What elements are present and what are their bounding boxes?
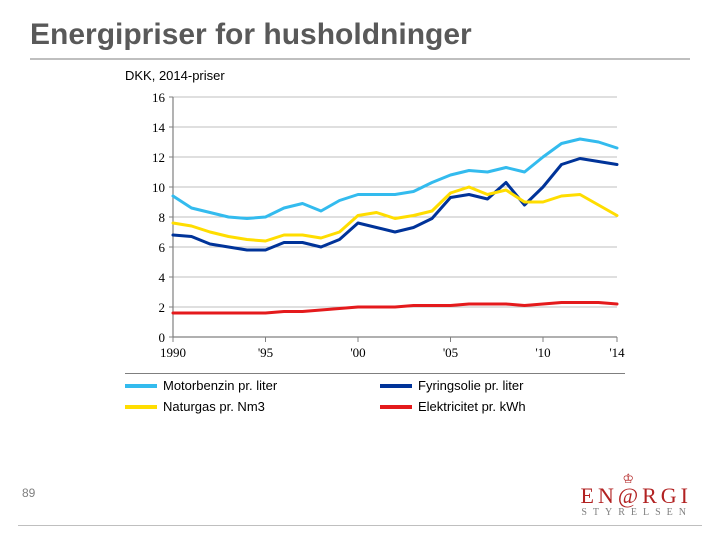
svg-text:6: 6 — [159, 240, 166, 255]
slide: Energipriser for husholdninger DKK, 2014… — [0, 0, 720, 540]
svg-text:16: 16 — [152, 90, 166, 105]
line-chart: 0 2 4 6 8 10 12 14 16 1990 '95 '00 '05 '10 '14 — [125, 87, 625, 367]
page-number: 89 — [22, 486, 35, 500]
legend-item-motorbenzin: Motorbenzin pr. liter — [125, 378, 370, 393]
chart-subtitle: DKK, 2014-priser — [125, 68, 690, 83]
svg-text:'05: '05 — [443, 345, 458, 360]
legend-item-fyringsolie: Fyringsolie pr. liter — [380, 378, 625, 393]
legend-item-elektricitet: Elektricitet pr. kWh — [380, 399, 625, 414]
legend-swatch — [380, 384, 412, 388]
legend-label: Fyringsolie pr. liter — [418, 378, 523, 393]
logo-sub-text: STYRELSEN — [581, 507, 692, 518]
page-title: Energipriser for husholdninger — [30, 18, 690, 60]
legend-swatch — [125, 405, 157, 409]
legend-label: Elektricitet pr. kWh — [418, 399, 526, 414]
svg-text:14: 14 — [152, 120, 166, 135]
svg-text:1990: 1990 — [160, 345, 186, 360]
svg-text:'00: '00 — [350, 345, 365, 360]
legend-item-naturgas: Naturgas pr. Nm3 — [125, 399, 370, 414]
svg-text:2: 2 — [159, 300, 166, 315]
svg-text:4: 4 — [159, 270, 166, 285]
svg-text:10: 10 — [152, 180, 165, 195]
footer-divider — [18, 525, 702, 526]
brand-logo: ♔ EN@RGI STYRELSEN — [581, 471, 692, 518]
svg-text:'10: '10 — [535, 345, 550, 360]
legend-swatch — [380, 405, 412, 409]
svg-text:8: 8 — [159, 210, 166, 225]
legend-label: Motorbenzin pr. liter — [163, 378, 277, 393]
logo-main-text: EN@RGI — [581, 483, 692, 509]
svg-text:'95: '95 — [258, 345, 273, 360]
legend-label: Naturgas pr. Nm3 — [163, 399, 265, 414]
chart-legend: Motorbenzin pr. liter Fyringsolie pr. lit… — [125, 373, 625, 414]
svg-text:12: 12 — [152, 150, 165, 165]
svg-text:0: 0 — [159, 330, 166, 345]
svg-text:'14: '14 — [609, 345, 625, 360]
chart-container: 0 2 4 6 8 10 12 14 16 1990 '95 '00 '05 '10 '14 Motorbe… — [125, 87, 625, 414]
legend-swatch — [125, 384, 157, 388]
